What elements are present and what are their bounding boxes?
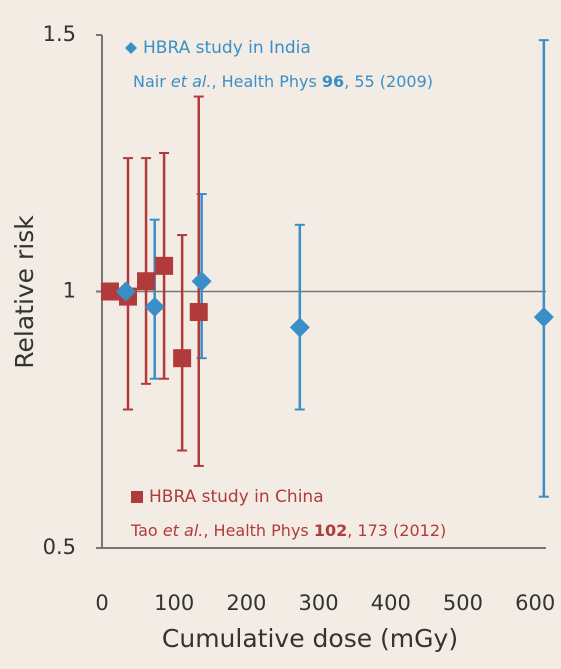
y-tick-label: 1.5	[43, 22, 76, 46]
diamond-marker	[533, 307, 554, 328]
citation-part: 96	[322, 72, 344, 91]
diamond-marker	[144, 296, 165, 317]
y-axis-label: Relative risk	[10, 215, 39, 369]
square-marker	[189, 303, 208, 322]
citation: Tao et al., Health Phys 102, 173 (2012)	[130, 521, 446, 540]
square-marker	[137, 272, 156, 291]
x-tick-label: 600	[515, 591, 555, 615]
diamond-marker	[191, 271, 212, 292]
citation-part: Nair	[133, 72, 171, 91]
x-tick-label: 400	[371, 591, 411, 615]
citation-part: , Health Phys	[211, 72, 321, 91]
citation: Nair et al., Health Phys 96, 55 (2009)	[133, 72, 433, 91]
diamond-marker	[115, 281, 136, 302]
x-tick-label: 0	[95, 591, 108, 615]
diamond-marker	[289, 317, 310, 338]
legend-label: HBRA study in China	[149, 487, 324, 507]
citation-part: Tao	[130, 521, 163, 540]
square-marker	[173, 349, 192, 368]
y-tick-label: 1	[63, 279, 76, 303]
x-tick-label: 300	[299, 591, 339, 615]
citation-part: et al.	[163, 521, 204, 540]
x-tick-label: 100	[154, 591, 194, 615]
citation-part: , Health Phys	[203, 521, 313, 540]
x-tick-label: 500	[443, 591, 483, 615]
square-marker	[155, 256, 174, 275]
citation-part: , 173 (2012)	[347, 521, 446, 540]
legend-label: HBRA study in India	[143, 38, 311, 58]
y-tick-label: 0.5	[43, 535, 76, 559]
citation-part: et al.	[171, 72, 212, 91]
legend-marker	[131, 491, 143, 503]
x-axis-label: Cumulative dose (mGy)	[162, 624, 458, 653]
square-marker	[100, 282, 119, 301]
citation-part: , 55 (2009)	[344, 72, 433, 91]
citation-part: 102	[314, 521, 347, 540]
legend-marker	[125, 42, 137, 54]
x-tick-label: 200	[226, 591, 266, 615]
